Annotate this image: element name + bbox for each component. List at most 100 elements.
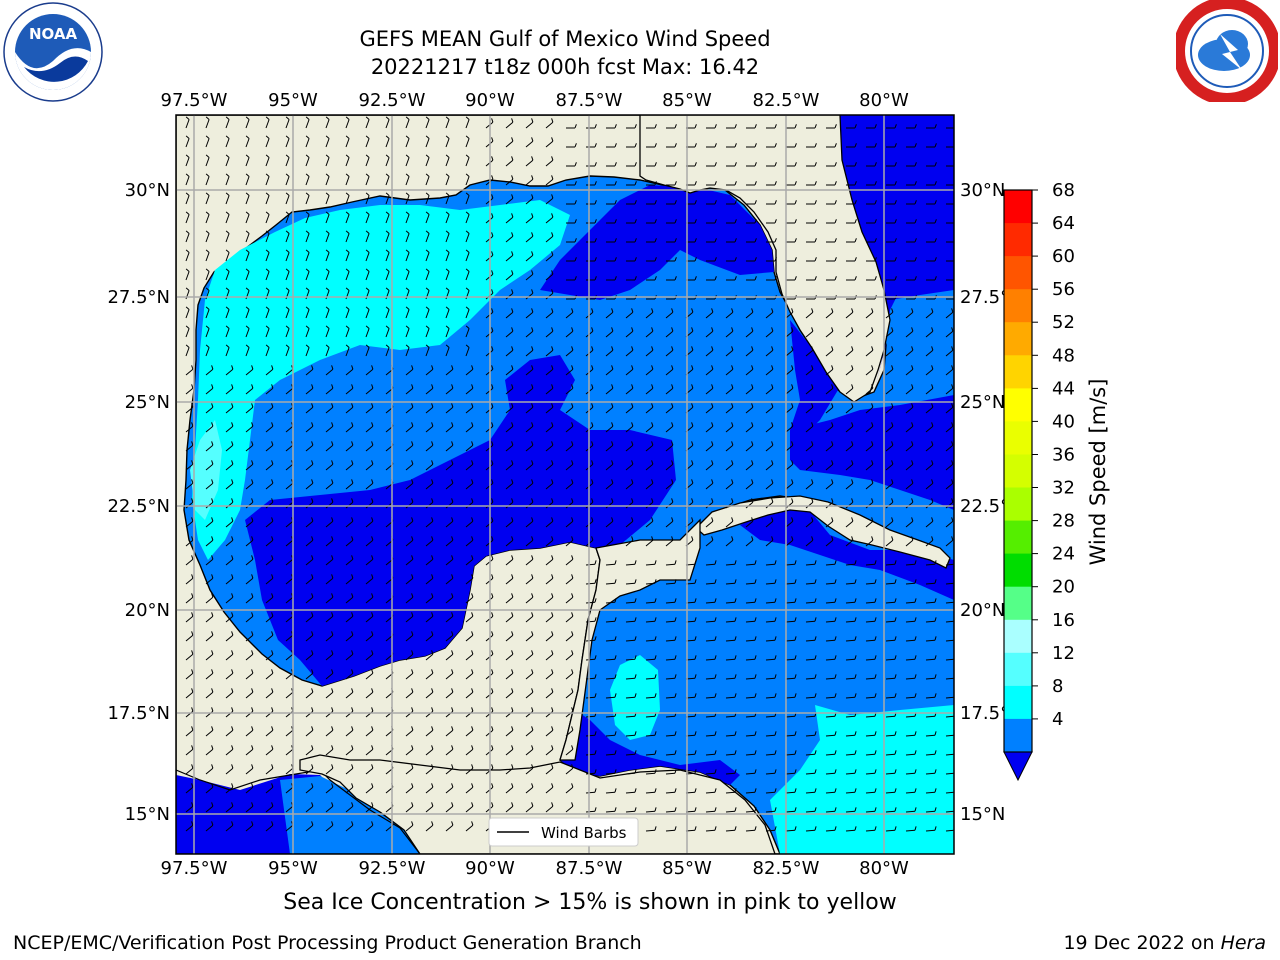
wind-barb xyxy=(405,631,414,642)
wind-barb xyxy=(545,194,554,205)
wind-barb xyxy=(625,327,634,338)
wind-barb xyxy=(525,346,534,357)
wind-barb xyxy=(765,327,774,338)
wind-barb xyxy=(265,479,274,490)
wind-barb xyxy=(825,693,837,699)
wind-barb xyxy=(305,365,314,376)
wind-barb xyxy=(265,726,274,737)
wind-barb xyxy=(805,655,817,661)
wind-barb xyxy=(905,346,914,357)
wind-barb xyxy=(745,536,754,547)
wind-barb xyxy=(525,574,534,585)
contour-0-4-honduras xyxy=(560,710,740,785)
wind-barb xyxy=(185,460,194,471)
colorbar-tick: 32 xyxy=(1052,478,1075,499)
footer-host: Hera xyxy=(1220,932,1266,954)
colorbar-segment xyxy=(1004,223,1032,257)
wind-barb xyxy=(505,213,514,224)
wind-barb xyxy=(465,517,474,528)
wind-barb xyxy=(605,560,617,566)
wind-barb xyxy=(325,498,334,509)
wind-barb xyxy=(926,181,937,186)
wind-barb xyxy=(726,276,737,281)
contour-0-4-south-cuba xyxy=(740,505,954,600)
wind-barb xyxy=(905,560,917,566)
wind-barb xyxy=(666,181,677,186)
wind-barb xyxy=(806,124,817,129)
wind-barb xyxy=(905,807,917,813)
wind-barb xyxy=(545,156,554,167)
wind-barb xyxy=(705,517,714,528)
wind-barb xyxy=(325,783,334,794)
wind-barb xyxy=(886,143,897,148)
wind-barb xyxy=(725,384,734,395)
wind-barb xyxy=(825,308,834,319)
lat-tick-right: 25°N xyxy=(960,392,1005,413)
wind-barb xyxy=(425,764,434,775)
wind-barb xyxy=(725,403,734,414)
wind-barb xyxy=(545,498,554,509)
wind-barb xyxy=(885,674,897,680)
wind-barb xyxy=(565,764,574,775)
wind-barb xyxy=(845,769,857,775)
wind-barb xyxy=(565,479,574,490)
wind-barb xyxy=(265,574,274,585)
wind-barb xyxy=(445,688,454,699)
wind-barb xyxy=(745,479,754,490)
contour-8-12-caribbean xyxy=(770,705,954,854)
wind-barb xyxy=(725,788,737,794)
wind-barb xyxy=(705,655,717,661)
wind-barb xyxy=(705,636,717,642)
wind-barb xyxy=(745,750,757,756)
wind-barb xyxy=(565,802,574,813)
wind-barb xyxy=(705,788,717,794)
wind-barb xyxy=(665,384,674,395)
wind-barb xyxy=(185,403,194,414)
wind-barb xyxy=(305,650,314,661)
wind-barb xyxy=(545,346,554,357)
wind-barb xyxy=(825,636,837,642)
wind-barb xyxy=(826,124,837,129)
wind-barb xyxy=(365,612,374,623)
wind-barb xyxy=(746,143,757,148)
wind-barb xyxy=(185,574,194,585)
wind-barb xyxy=(225,593,234,604)
wind-barb xyxy=(245,498,254,509)
wind-barb xyxy=(846,181,857,186)
wind-barb xyxy=(845,674,857,680)
wind-barb xyxy=(825,365,834,376)
wind-barb xyxy=(245,460,254,471)
wind-barb xyxy=(405,116,410,129)
colorbar-segment xyxy=(1004,454,1032,489)
wind-barb xyxy=(225,325,230,338)
wind-barb xyxy=(325,650,334,661)
wind-barb xyxy=(725,750,737,756)
wind-barb xyxy=(525,175,534,186)
wind-barb xyxy=(645,384,654,395)
wind-barb xyxy=(345,745,354,756)
wind-barb xyxy=(405,268,410,281)
colorbar-segment xyxy=(1004,421,1032,455)
wind-barb xyxy=(665,731,677,737)
wind-barb xyxy=(425,306,430,319)
wind-barb xyxy=(805,769,817,775)
wind-barb xyxy=(606,124,617,129)
wind-barb xyxy=(786,162,797,167)
wind-barb xyxy=(245,764,254,775)
wind-barb xyxy=(205,422,214,433)
wind-barb xyxy=(825,826,837,832)
wind-barb xyxy=(866,124,877,129)
wind-barb xyxy=(706,181,717,186)
wind-barb xyxy=(465,268,470,281)
wind-barb xyxy=(185,154,190,167)
wind-barb xyxy=(705,579,717,585)
wind-barb xyxy=(345,249,350,262)
wind-barb xyxy=(425,249,430,262)
wind-barb xyxy=(265,536,274,547)
wind-barb xyxy=(745,441,754,452)
wind-barb xyxy=(305,498,314,509)
wind-barb xyxy=(706,200,717,205)
wind-barb xyxy=(565,327,574,338)
wind-barb xyxy=(205,365,214,376)
wind-barb xyxy=(806,200,817,205)
